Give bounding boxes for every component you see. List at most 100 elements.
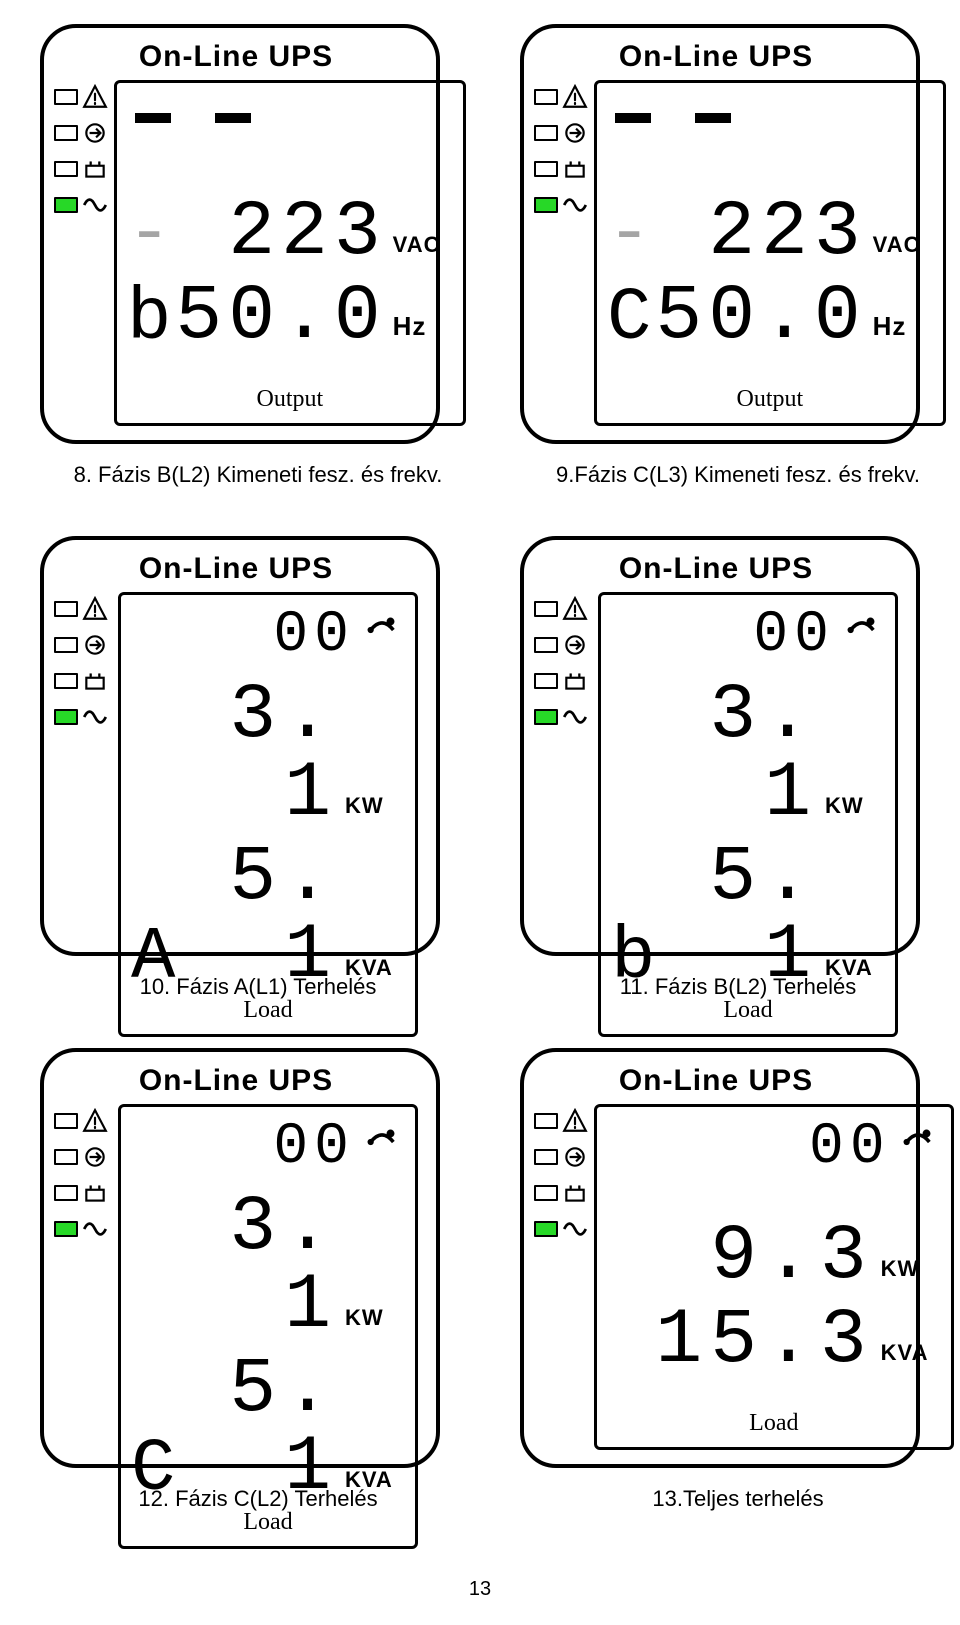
status-column [534, 1104, 588, 1450]
status-led [534, 161, 558, 177]
battery-icon [562, 1180, 588, 1206]
voltage-value: 223 [228, 194, 386, 272]
bypass-icon [562, 1144, 588, 1170]
status-led [534, 601, 558, 617]
load-icon [365, 613, 399, 647]
kva-unit: KVA [345, 1467, 401, 1507]
status-indicator-row [54, 1108, 112, 1134]
battery-icon [82, 1180, 108, 1206]
status-indicator-row [534, 704, 592, 730]
sine-icon [82, 1216, 108, 1242]
status-indicator-row [534, 632, 592, 658]
load-percent-digits: 00 [273, 603, 355, 668]
status-indicator-row [534, 1108, 588, 1134]
bypass-icon [82, 1144, 108, 1170]
status-led [534, 1221, 558, 1237]
load-percent-digits: 00 [753, 603, 835, 668]
status-indicator-row [534, 84, 588, 110]
panel-title: On-Line UPS [54, 40, 418, 74]
load-icon [845, 613, 879, 647]
panel-title: On-Line UPS [534, 552, 898, 586]
status-led [534, 709, 558, 725]
sine-icon [562, 704, 588, 730]
status-indicator-row [534, 1144, 588, 1170]
phase-label: b [125, 282, 169, 356]
load-percent-digits: 00 [273, 1115, 355, 1180]
load-icon [365, 1125, 399, 1159]
phase-label: b [609, 921, 653, 995]
status-led [54, 1113, 78, 1129]
status-led [534, 637, 558, 653]
status-indicator-row [54, 1180, 112, 1206]
status-indicator-row [54, 632, 112, 658]
warning-icon [562, 84, 588, 110]
figure-caption: 8. Fázis B(L2) Kimeneti fesz. és frekv. [38, 462, 443, 488]
screen-mode-label: Load [129, 1507, 407, 1540]
ups-display-panel: On-Line UPS 00 [520, 536, 920, 956]
phase-label: C [605, 282, 649, 356]
lcd-screen: 00 X 9.3 KW X 15.3 KVA Load [594, 1104, 954, 1450]
ups-display-panel: On-Line UPS 00 [520, 1048, 920, 1468]
status-led [54, 197, 78, 213]
sine-icon [82, 704, 108, 730]
reading-area: X 3. 1 KW A 5. 1 KVA [129, 677, 407, 995]
screen-mode-label: Load [609, 995, 887, 1028]
screen-mode-label: Output [605, 384, 935, 417]
screen-mode-label: Load [605, 1408, 943, 1441]
warning-icon [562, 596, 588, 622]
status-led [54, 1149, 78, 1165]
status-indicator-row [54, 120, 108, 146]
ups-display-panel: On-Line UPS 00 [40, 536, 440, 956]
battery-icon [82, 156, 108, 182]
frequency-unit: Hz [873, 311, 929, 356]
frequency-value: 50.0 [175, 278, 386, 356]
status-column [54, 592, 112, 1037]
bypass-icon [562, 632, 588, 658]
status-led [54, 673, 78, 689]
screen-top-row: 00 [605, 1111, 943, 1189]
lcd-screen: 00 X 3. 1 KW C 5. 1 KVA Load [118, 1104, 418, 1549]
voltage-unit: VAC [873, 232, 929, 272]
figure-caption: 9.Fázis C(L3) Kimeneti fesz. és frekv. [520, 462, 920, 488]
frequency-value: 50.0 [655, 278, 866, 356]
lcd-screen: 00 X 3. 1 KW A 5. 1 KVA Load [118, 592, 418, 1037]
bypass-icon [82, 120, 108, 146]
warning-icon [82, 1108, 108, 1134]
status-led [534, 1185, 558, 1201]
screen-top-row [125, 87, 455, 165]
status-indicator-row [534, 1216, 588, 1242]
status-indicator-row [54, 668, 112, 694]
panel-title: On-Line UPS [534, 40, 898, 74]
status-indicator-row [54, 84, 108, 110]
status-column [534, 592, 592, 1037]
dash-icon: - [125, 198, 169, 272]
screen-top-row: 00 [609, 599, 887, 677]
status-indicator-row [54, 156, 108, 182]
kw-value: 3. 1 [179, 1189, 339, 1345]
status-led [54, 1185, 78, 1201]
lcd-screen: 00 X 3. 1 KW b 5. 1 KVA Load [598, 592, 898, 1037]
status-led [534, 89, 558, 105]
kw-value: 3. 1 [179, 677, 339, 833]
status-indicator-row [54, 596, 112, 622]
bypass-icon [562, 120, 588, 146]
voltage-unit: VAC [393, 232, 449, 272]
battery-icon [562, 668, 588, 694]
dash-icon [135, 113, 171, 123]
lcd-screen: - 223 VAC C 50.0 Hz Output [594, 80, 946, 426]
status-led [534, 125, 558, 141]
load-icon [901, 1125, 935, 1159]
reading-area: - 223 VAC C 50.0 Hz [605, 165, 935, 384]
kw-unit: KW [345, 793, 401, 833]
figure-caption: 13.Teljes terhelés [616, 1486, 823, 1512]
status-led [54, 125, 78, 141]
status-led [534, 197, 558, 213]
bypass-icon [82, 632, 108, 658]
ups-display-panel: On-Line UPS [520, 24, 920, 444]
status-led [54, 1221, 78, 1237]
panel-title: On-Line UPS [54, 1064, 418, 1098]
kw-unit: KW [825, 793, 881, 833]
status-indicator-row [54, 704, 112, 730]
kva-unit: KVA [881, 1340, 937, 1380]
status-indicator-row [54, 1216, 112, 1242]
